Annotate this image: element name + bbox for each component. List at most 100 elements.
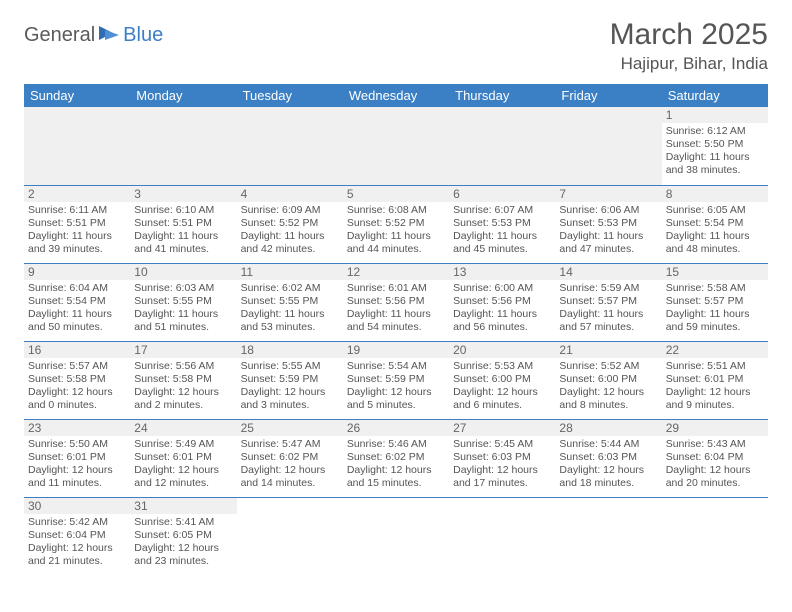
sunrise-text: Sunrise: 6:01 AM: [347, 282, 445, 295]
day-details: Sunrise: 5:54 AMSunset: 5:59 PMDaylight:…: [343, 358, 449, 417]
calendar-cell: 31Sunrise: 5:41 AMSunset: 6:05 PMDayligh…: [130, 497, 236, 575]
day-details: Sunrise: 6:06 AMSunset: 5:53 PMDaylight:…: [555, 202, 661, 261]
sunrise-text: Sunrise: 6:12 AM: [666, 125, 764, 138]
day-details: Sunrise: 5:56 AMSunset: 5:58 PMDaylight:…: [130, 358, 236, 417]
logo: General Blue: [24, 18, 163, 47]
day-details: Sunrise: 5:53 AMSunset: 6:00 PMDaylight:…: [449, 358, 555, 417]
day-number: 24: [130, 420, 236, 436]
calendar-cell: 28Sunrise: 5:44 AMSunset: 6:03 PMDayligh…: [555, 419, 661, 497]
sunrise-text: Sunrise: 5:53 AM: [453, 360, 551, 373]
day-number: 9: [24, 264, 130, 280]
day-details: Sunrise: 5:50 AMSunset: 6:01 PMDaylight:…: [24, 436, 130, 495]
calendar-cell: 25Sunrise: 5:47 AMSunset: 6:02 PMDayligh…: [237, 419, 343, 497]
day-number: 17: [130, 342, 236, 358]
calendar-row: 23Sunrise: 5:50 AMSunset: 6:01 PMDayligh…: [24, 419, 768, 497]
sunrise-text: Sunrise: 5:57 AM: [28, 360, 126, 373]
calendar-cell: 6Sunrise: 6:07 AMSunset: 5:53 PMDaylight…: [449, 185, 555, 263]
sunset-text: Sunset: 5:53 PM: [453, 217, 551, 230]
sunset-text: Sunset: 5:50 PM: [666, 138, 764, 151]
day-details: Sunrise: 5:41 AMSunset: 6:05 PMDaylight:…: [130, 514, 236, 573]
day-number: 14: [555, 264, 661, 280]
calendar-cell: 11 Sunrise: 6:02 AMSunset: 5:55 PMDayligh…: [237, 263, 343, 341]
weekday-header: Monday: [130, 84, 236, 107]
sunset-text: Sunset: 6:00 PM: [453, 373, 551, 386]
sunrise-text: Sunrise: 5:49 AM: [134, 438, 232, 451]
calendar-cell: 21Sunrise: 5:52 AMSunset: 6:00 PMDayligh…: [555, 341, 661, 419]
sunrise-text: Sunrise: 5:43 AM: [666, 438, 764, 451]
day-number: 11: [237, 264, 343, 280]
daylight-text: Daylight: 12 hours and 9 minutes.: [666, 386, 764, 412]
day-details: Sunrise: 6:01 AMSunset: 5:56 PMDaylight:…: [343, 280, 449, 339]
calendar-cell: [130, 107, 236, 185]
calendar-cell: [662, 497, 768, 575]
day-number: 13: [449, 264, 555, 280]
sunrise-text: Sunrise: 6:02 AM: [241, 282, 339, 295]
day-number: 22: [662, 342, 768, 358]
sunset-text: Sunset: 6:02 PM: [241, 451, 339, 464]
sunset-text: Sunset: 5:59 PM: [347, 373, 445, 386]
daylight-text: Daylight: 11 hours and 42 minutes.: [241, 230, 339, 256]
calendar-cell: 13Sunrise: 6:00 AMSunset: 5:56 PMDayligh…: [449, 263, 555, 341]
calendar-cell: 3Sunrise: 6:10 AMSunset: 5:51 PMDaylight…: [130, 185, 236, 263]
calendar-cell: 8Sunrise: 6:05 AMSunset: 5:54 PMDaylight…: [662, 185, 768, 263]
sunset-text: Sunset: 5:55 PM: [241, 295, 339, 308]
sunrise-text: Sunrise: 5:47 AM: [241, 438, 339, 451]
day-details: Sunrise: 6:12 AMSunset: 5:50 PMDaylight:…: [662, 123, 768, 182]
sunrise-text: Sunrise: 6:03 AM: [134, 282, 232, 295]
day-details: Sunrise: 5:45 AMSunset: 6:03 PMDaylight:…: [449, 436, 555, 495]
day-number: 31: [130, 498, 236, 514]
weekday-header-row: Sunday Monday Tuesday Wednesday Thursday…: [24, 84, 768, 107]
day-details: Sunrise: 5:46 AMSunset: 6:02 PMDaylight:…: [343, 436, 449, 495]
daylight-text: Daylight: 12 hours and 8 minutes.: [559, 386, 657, 412]
title-block: March 2025 Hajipur, Bihar, India: [610, 18, 768, 74]
daylight-text: Daylight: 11 hours and 53 minutes.: [241, 308, 339, 334]
day-number: 28: [555, 420, 661, 436]
sunset-text: Sunset: 5:52 PM: [241, 217, 339, 230]
sunrise-text: Sunrise: 6:04 AM: [28, 282, 126, 295]
calendar-cell: 14Sunrise: 5:59 AMSunset: 5:57 PMDayligh…: [555, 263, 661, 341]
calendar-cell: 17Sunrise: 5:56 AMSunset: 5:58 PMDayligh…: [130, 341, 236, 419]
sunrise-text: Sunrise: 5:59 AM: [559, 282, 657, 295]
weekday-header: Saturday: [662, 84, 768, 107]
sunrise-text: Sunrise: 5:45 AM: [453, 438, 551, 451]
day-details: Sunrise: 6:09 AMSunset: 5:52 PMDaylight:…: [237, 202, 343, 261]
sunset-text: Sunset: 6:00 PM: [559, 373, 657, 386]
daylight-text: Daylight: 11 hours and 51 minutes.: [134, 308, 232, 334]
calendar-cell: 5Sunrise: 6:08 AMSunset: 5:52 PMDaylight…: [343, 185, 449, 263]
daylight-text: Daylight: 11 hours and 47 minutes.: [559, 230, 657, 256]
day-number: 16: [24, 342, 130, 358]
sunset-text: Sunset: 6:04 PM: [28, 529, 126, 542]
calendar-cell: 26Sunrise: 5:46 AMSunset: 6:02 PMDayligh…: [343, 419, 449, 497]
sunset-text: Sunset: 5:51 PM: [28, 217, 126, 230]
sunset-text: Sunset: 6:03 PM: [453, 451, 551, 464]
sunset-text: Sunset: 5:51 PM: [134, 217, 232, 230]
daylight-text: Daylight: 12 hours and 18 minutes.: [559, 464, 657, 490]
sunrise-text: Sunrise: 5:54 AM: [347, 360, 445, 373]
daylight-text: Daylight: 12 hours and 17 minutes.: [453, 464, 551, 490]
calendar-cell: 27Sunrise: 5:45 AMSunset: 6:03 PMDayligh…: [449, 419, 555, 497]
daylight-text: Daylight: 11 hours and 48 minutes.: [666, 230, 764, 256]
daylight-text: Daylight: 12 hours and 0 minutes.: [28, 386, 126, 412]
calendar-cell: 12Sunrise: 6:01 AMSunset: 5:56 PMDayligh…: [343, 263, 449, 341]
day-number: 25: [237, 420, 343, 436]
day-number: 8: [662, 186, 768, 202]
sunset-text: Sunset: 5:58 PM: [28, 373, 126, 386]
sunset-text: Sunset: 6:05 PM: [134, 529, 232, 542]
sunset-text: Sunset: 5:58 PM: [134, 373, 232, 386]
calendar-cell: 10Sunrise: 6:03 AMSunset: 5:55 PMDayligh…: [130, 263, 236, 341]
day-number: 4: [237, 186, 343, 202]
daylight-text: Daylight: 11 hours and 57 minutes.: [559, 308, 657, 334]
calendar-row: 16Sunrise: 5:57 AMSunset: 5:58 PMDayligh…: [24, 341, 768, 419]
sunset-text: Sunset: 6:01 PM: [28, 451, 126, 464]
day-number: 12: [343, 264, 449, 280]
day-number: 21: [555, 342, 661, 358]
calendar-cell: 15Sunrise: 5:58 AMSunset: 5:57 PMDayligh…: [662, 263, 768, 341]
weekday-header: Thursday: [449, 84, 555, 107]
sunrise-text: Sunrise: 6:11 AM: [28, 204, 126, 217]
sunset-text: Sunset: 5:52 PM: [347, 217, 445, 230]
daylight-text: Daylight: 11 hours and 44 minutes.: [347, 230, 445, 256]
day-details: Sunrise: 6:04 AMSunset: 5:54 PMDaylight:…: [24, 280, 130, 339]
weekday-header: Friday: [555, 84, 661, 107]
calendar-table: Sunday Monday Tuesday Wednesday Thursday…: [24, 84, 768, 575]
sunset-text: Sunset: 5:57 PM: [666, 295, 764, 308]
